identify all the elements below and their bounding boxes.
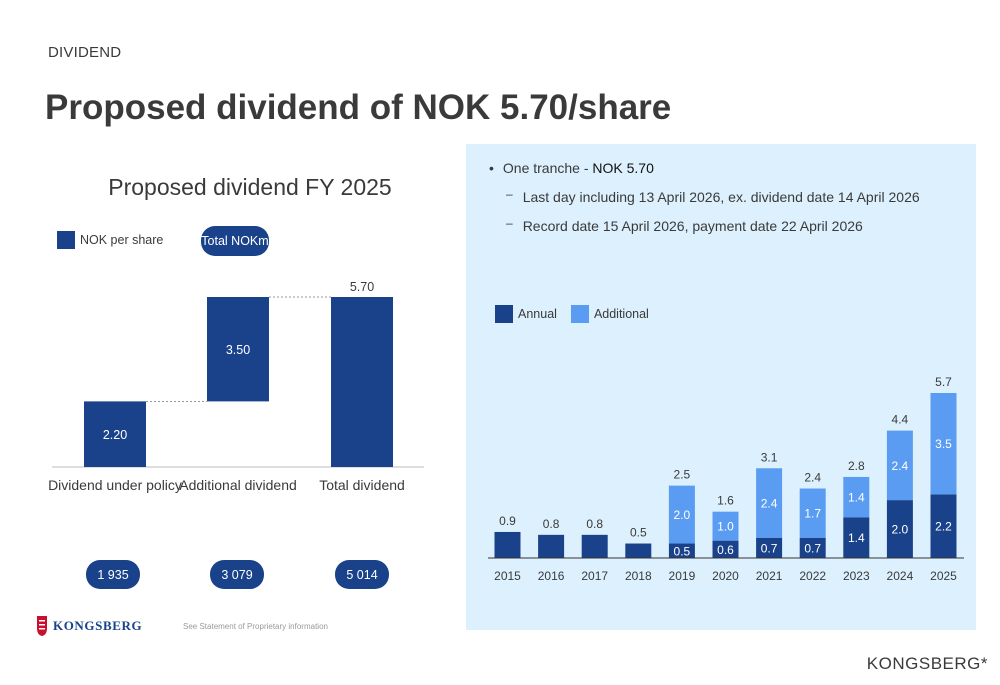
year-tick-label: 2024: [887, 569, 914, 583]
year-tick-label: 2018: [625, 569, 652, 583]
footer-brand: KONGSBERG*: [866, 654, 988, 673]
bullet-one-tranche: • One tranche - NOK 5.70: [489, 158, 920, 178]
annual-value-label: 0.5: [674, 545, 691, 559]
waterfall-bar: [84, 401, 146, 467]
bullet-dot-icon: •: [489, 160, 494, 176]
legend-swatch-additional: [570, 305, 589, 323]
waterfall-category-label: Additional dividend: [179, 477, 297, 493]
bar-annual: [581, 534, 608, 558]
bar-annual: [538, 534, 565, 558]
legend-nok-per-share-label: NOK per share: [80, 233, 164, 247]
waterfall-category-label: Dividend under policy: [48, 477, 182, 493]
year-tick-label: 2019: [669, 569, 696, 583]
total-value-label: 0.8: [586, 517, 603, 531]
total-value-label: 0.9: [499, 514, 516, 528]
nokm-pill-total: 5 014: [335, 560, 389, 589]
total-value-label: 2.4: [804, 471, 821, 485]
total-value-label: 5.7: [935, 375, 952, 389]
bar-annual: [494, 531, 521, 558]
stacked-bar-chart: 0.9 2015 0.8 2016 0.8 2017 0.5 2018 0.5 2.0 2.5 201…: [488, 375, 964, 583]
annual-value-label: 2.0: [892, 523, 909, 537]
year-tick-label: 2022: [799, 569, 826, 583]
sub-item-record-date: – Record date 15 April 2026, payment dat…: [506, 216, 920, 236]
legend-swatch-dark: [57, 231, 75, 249]
year-tick-label: 2020: [712, 569, 739, 583]
total-value-label: 2.8: [848, 459, 865, 473]
total-value-label: 0.5: [630, 526, 647, 540]
total-value-label: 3.1: [761, 450, 778, 464]
bullet-value: NOK 5.70: [592, 160, 654, 176]
additional-value-label: 3.5: [935, 437, 952, 451]
bar-annual: [756, 537, 783, 558]
total-value-label: 0.8: [543, 517, 560, 531]
waterfall-value-label: 3.50: [226, 343, 250, 357]
year-tick-label: 2015: [494, 569, 521, 583]
crest-icon: [37, 616, 47, 636]
bar-annual: [712, 540, 739, 558]
total-value-label: 4.4: [892, 413, 909, 427]
bar-annual: [799, 537, 826, 558]
bar-annual: [843, 517, 870, 558]
waterfall-bar: [331, 297, 393, 467]
waterfall-value-label: 5.70: [350, 280, 374, 294]
bar-annual: [625, 543, 652, 558]
waterfall-category-label: Total dividend: [319, 477, 405, 493]
legend-annual-label: Annual: [518, 307, 557, 321]
total-value-label: 2.5: [674, 468, 691, 482]
annual-value-label: 0.7: [804, 541, 821, 555]
bar-additional: [668, 485, 695, 544]
additional-value-label: 2.4: [761, 497, 778, 511]
section-label: DIVIDEND: [48, 44, 122, 61]
additional-value-label: 2.4: [892, 459, 909, 473]
dash-icon: –: [506, 187, 513, 201]
bar-annual: [668, 543, 695, 558]
year-tick-label: 2016: [538, 569, 565, 583]
logo-text: KONGSBERG: [53, 618, 143, 633]
legend-total-nokm: Total NOKm: [201, 226, 269, 256]
annual-value-label: 0.6: [717, 543, 734, 557]
year-tick-label: 2025: [930, 569, 957, 583]
sub-item-text: Record date 15 April 2026, payment date …: [522, 218, 863, 234]
additional-value-label: 1.7: [804, 507, 821, 521]
kongsberg-logo: KONGSBERG: [36, 615, 142, 637]
legend-swatch-annual: [495, 305, 513, 323]
year-tick-label: 2023: [843, 569, 870, 583]
total-value-label: 1.6: [717, 494, 734, 508]
bar-annual: [930, 494, 957, 558]
sub-item-text: Last day including 13 April 2026, ex. di…: [522, 189, 920, 205]
year-tick-label: 2017: [581, 569, 608, 583]
stacked-chart-legend: Annual Additional: [495, 305, 649, 323]
dividend-details: • One tranche - NOK 5.70 – Last day incl…: [489, 158, 920, 236]
additional-value-label: 1.4: [848, 491, 865, 505]
bar-additional: [799, 488, 826, 538]
disclaimer: See Statement of Proprietary information: [183, 622, 328, 631]
bar-annual: [886, 500, 913, 558]
bar-additional: [843, 476, 870, 518]
nokm-pill-additional: 3 079: [210, 560, 264, 589]
legend-additional-label: Additional: [593, 307, 649, 321]
year-tick-label: 2021: [756, 569, 783, 583]
additional-value-label: 1.0: [717, 520, 734, 534]
sub-item-ex-dividend: – Last day including 13 April 2026, ex. …: [506, 187, 920, 207]
additional-value-label: 2.0: [674, 508, 691, 522]
bar-additional: [886, 430, 913, 501]
waterfall-value-label: 2.20: [103, 428, 127, 442]
annual-value-label: 1.4: [848, 531, 865, 545]
waterfall-bar: [207, 297, 269, 402]
bar-additional: [756, 468, 783, 538]
left-chart-title: Proposed dividend FY 2025: [108, 174, 392, 200]
bullet-prefix: One tranche -: [502, 160, 593, 176]
dash-icon: –: [506, 216, 513, 230]
annual-value-label: 0.7: [761, 541, 778, 555]
annual-value-label: 2.2: [935, 520, 952, 534]
bar-additional: [930, 393, 957, 495]
nokm-pill-policy: 1 935: [86, 560, 140, 589]
legend-nok-per-share: NOK per share: [57, 231, 163, 249]
bar-additional: [712, 511, 739, 541]
waterfall-chart: 2.20 Dividend under policy 3.50 Additional …: [48, 280, 424, 493]
page-title: Proposed dividend of NOK 5.70/share: [45, 88, 672, 127]
